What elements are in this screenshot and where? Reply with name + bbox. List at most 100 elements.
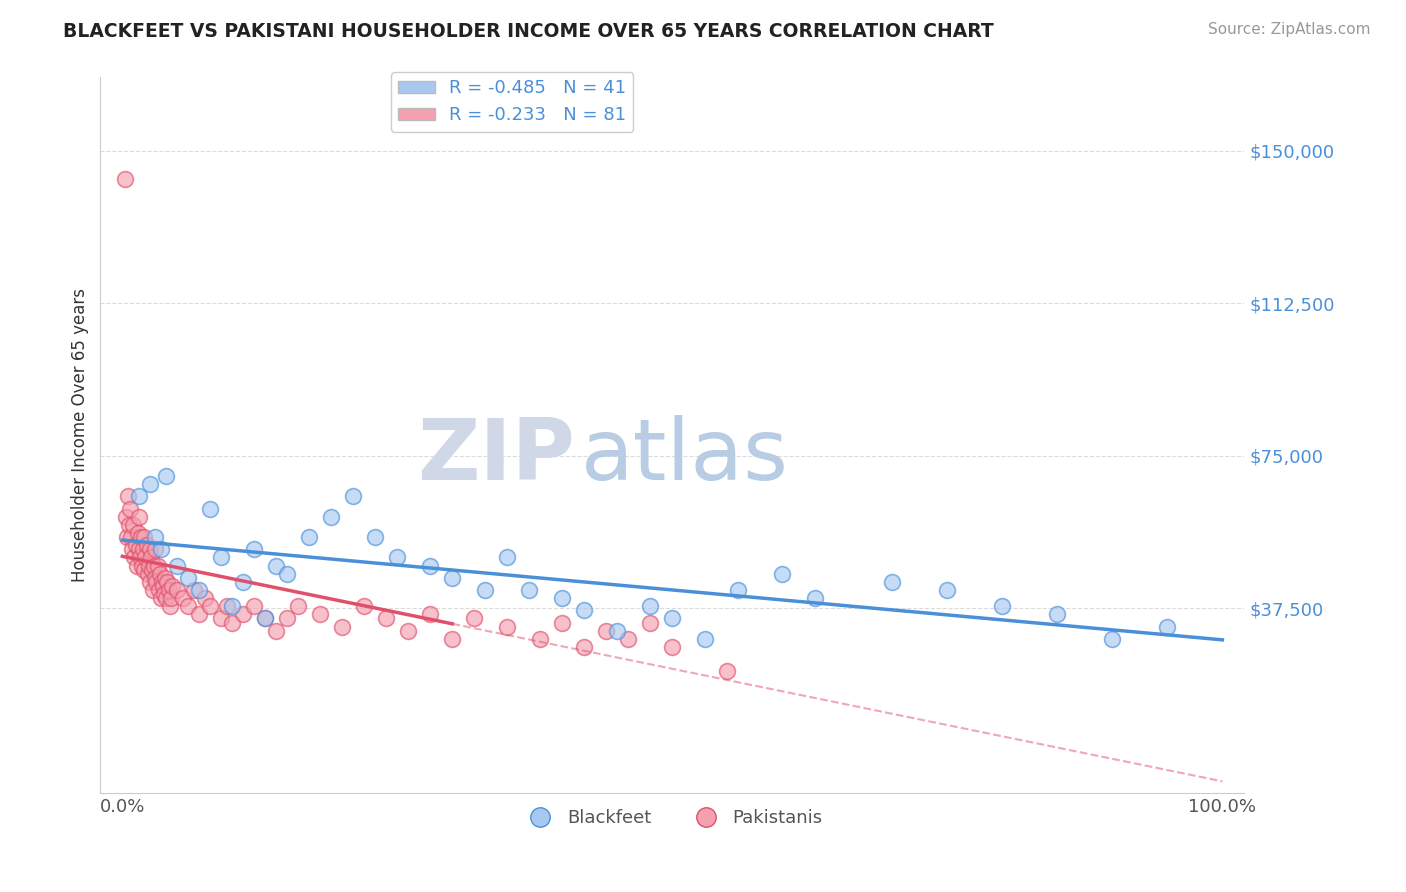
Text: Source: ZipAtlas.com: Source: ZipAtlas.com [1208,22,1371,37]
Point [463,611,485,625]
Point [172,591,194,606]
Point [183,582,205,597]
Point [134,550,156,565]
Point [115,530,138,544]
Point [155,571,177,585]
Point [266,624,288,638]
Point [128,542,150,557]
Point [153,587,176,601]
Text: atlas: atlas [581,416,789,499]
Point [519,582,541,597]
Text: BLACKFEET VS PAKISTANI HOUSEHOLDER INCOME OVER 65 YEARS CORRELATION CHART: BLACKFEET VS PAKISTANI HOUSEHOLDER INCOM… [63,22,994,41]
Point [364,530,387,544]
Point [209,550,232,565]
Point [149,542,172,557]
Point [159,591,181,606]
Point [221,599,243,614]
Text: ZIP: ZIP [418,416,575,499]
Point [1046,607,1069,622]
Point [129,530,152,544]
Point [114,172,136,186]
Point [121,542,143,557]
Point [804,591,827,606]
Point [132,542,155,557]
Point [166,558,188,573]
Point [276,566,298,581]
Point [321,509,343,524]
Y-axis label: Householder Income Over 65 years: Householder Income Over 65 years [72,288,89,582]
Point [266,558,288,573]
Point [716,665,738,679]
Point [120,530,142,544]
Point [419,558,441,573]
Point [155,591,177,606]
Point [496,619,519,633]
Point [606,624,628,638]
Point [551,591,574,606]
Point [770,566,793,581]
Point [152,579,174,593]
Point [125,558,148,573]
Point [441,632,464,646]
Point [127,526,149,541]
Point [114,509,136,524]
Point [134,530,156,544]
Point [139,542,162,557]
Point [200,599,222,614]
Point [640,599,662,614]
Point [200,501,222,516]
Point [145,574,167,589]
Point [595,624,617,638]
Point [695,632,717,646]
Point [419,607,441,622]
Point [309,607,332,622]
Point [156,574,179,589]
Point [441,571,464,585]
Point [1156,619,1178,633]
Point [122,517,145,532]
Point [143,530,166,544]
Point [177,571,200,585]
Point [287,599,309,614]
Point [243,599,266,614]
Point [474,582,496,597]
Point [529,632,551,646]
Point [396,624,419,638]
Point [496,550,519,565]
Point [936,582,959,597]
Point [141,563,163,577]
Point [146,558,169,573]
Point [128,509,150,524]
Point [148,582,170,597]
Point [254,611,277,625]
Point [640,615,662,630]
Point [243,542,266,557]
Point [155,469,177,483]
Point [139,477,162,491]
Point [298,530,321,544]
Point [215,599,238,614]
Point [159,599,181,614]
Point [124,538,146,552]
Point [882,574,904,589]
Point [574,640,596,654]
Point [118,517,141,532]
Point [551,615,574,630]
Point [128,490,150,504]
Point [209,611,232,625]
Legend: Blackfeet, Pakistanis: Blackfeet, Pakistanis [515,802,830,834]
Point [135,538,157,552]
Point [661,611,683,625]
Point [118,501,141,516]
Point [136,566,159,581]
Point [143,542,166,557]
Point [138,558,160,573]
Point [139,574,162,589]
Point [342,490,364,504]
Point [188,607,211,622]
Point [143,571,166,585]
Point [661,640,683,654]
Point [194,591,217,606]
Point [117,490,139,504]
Point [254,611,277,625]
